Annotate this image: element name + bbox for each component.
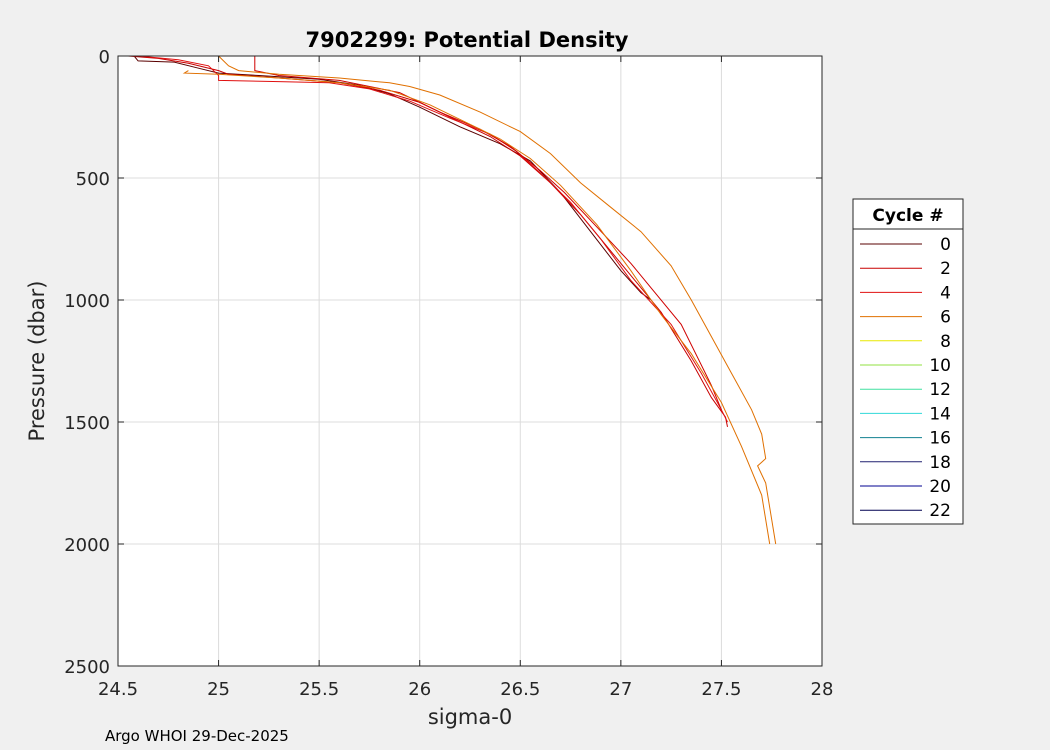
y-tick-label: 500 <box>76 169 110 190</box>
x-tick-label: 25.5 <box>299 679 339 700</box>
series-line-cycle-6b <box>182 70 771 545</box>
x-ticks: 24.5 25 25.5 26 26.5 27 27.5 28 <box>98 56 833 700</box>
legend-label: 4 <box>940 283 951 303</box>
series-line-cycle-4 <box>138 55 728 423</box>
profile-lines <box>128 55 777 545</box>
x-tick-label: 26 <box>408 679 431 700</box>
x-axis-label: sigma-0 <box>428 705 512 729</box>
x-tick-label: 27 <box>609 679 632 700</box>
series-line-cycle-4b <box>254 56 722 410</box>
chart-title: 7902299: Potential Density <box>305 28 628 52</box>
y-tick-label: 2500 <box>64 657 110 678</box>
legend-label: 2 <box>940 259 951 279</box>
x-tick-label: 24.5 <box>98 679 138 700</box>
plot-frame <box>117 55 823 667</box>
legend-label: 12 <box>929 380 951 400</box>
legend-label: 8 <box>940 332 951 352</box>
legend-label: 20 <box>929 477 951 497</box>
legend-label: 14 <box>929 404 951 424</box>
x-tick-label: 26.5 <box>500 679 540 700</box>
series-line-cycle-2 <box>128 55 728 427</box>
legend-label: 6 <box>940 308 951 328</box>
series-line-cycle-0 <box>133 55 652 301</box>
legend-label: 22 <box>929 501 951 521</box>
series-line-cycle-6 <box>218 55 777 545</box>
y-tick-label: 1500 <box>64 413 110 434</box>
legend-title: Cycle # <box>872 206 943 226</box>
legend-label: 0 <box>940 235 951 255</box>
legend: Cycle # 0 2 4 6 8 10 12 14 16 18 20 22 <box>852 198 964 525</box>
legend-label: 18 <box>929 453 951 473</box>
y-ticks: 0 500 1000 1500 2000 2500 <box>64 47 822 678</box>
y-tick-label: 2000 <box>64 535 110 556</box>
y-tick-label: 1000 <box>64 291 110 312</box>
legend-label: 10 <box>929 356 951 376</box>
footer-credit: Argo WHOI 29-Dec-2025 <box>105 727 289 745</box>
x-tick-label: 28 <box>811 679 834 700</box>
legend-box <box>852 198 964 525</box>
x-tick-label: 25 <box>207 679 230 700</box>
plot-area <box>118 56 822 666</box>
legend-label: 16 <box>929 429 951 449</box>
y-tick-label: 0 <box>99 47 110 68</box>
x-tick-label: 27.5 <box>701 679 741 700</box>
y-axis-label: Pressure (dbar) <box>25 281 49 442</box>
